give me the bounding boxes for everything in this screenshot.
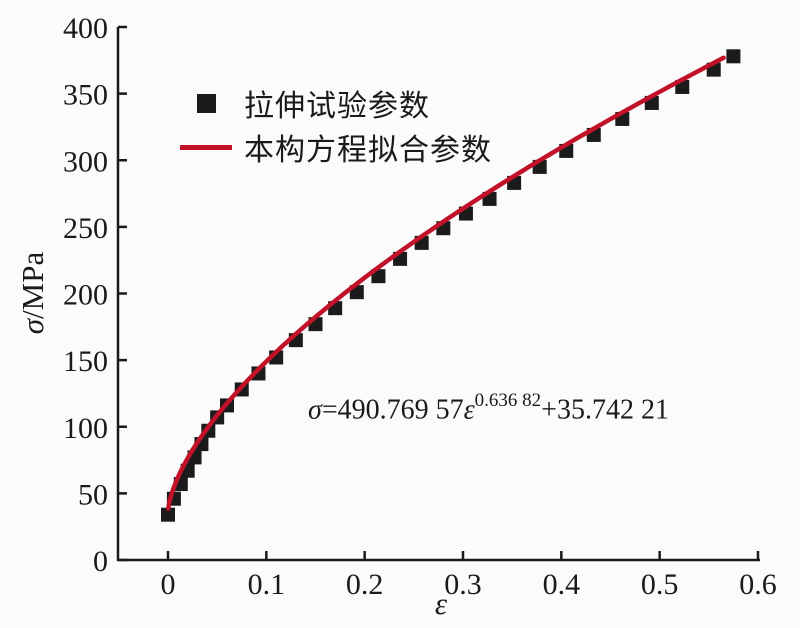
x-tick-label: 0.4: [543, 568, 581, 601]
x-tick-label: 0.5: [641, 568, 679, 601]
y-axis-label-symbol: σ: [15, 318, 50, 335]
legend-marker-cell: [178, 93, 234, 113]
x-tick-label: 0.1: [248, 568, 286, 601]
y-tick-label: 50: [78, 478, 108, 511]
x-tick-label: 0.6: [739, 568, 777, 601]
y-axis-label: σ/MPa: [15, 252, 51, 334]
fit-line: [166, 55, 726, 511]
x-tick-label: 0.2: [346, 568, 384, 601]
equation-prefix: =490.769 57: [321, 394, 464, 426]
x-tick-label: 0: [161, 568, 176, 601]
legend-item-fit-line: 本构方程拟合参数: [178, 125, 492, 169]
y-tick-label: 100: [63, 412, 108, 445]
y-tick-label: 150: [63, 345, 108, 378]
fit-equation: σ=490.769 57ε0.636 82+35.742 21: [308, 390, 669, 426]
line-marker-icon: [180, 144, 232, 150]
equation-suffix: +35.742 21: [541, 394, 669, 426]
equation-sigma: σ: [308, 394, 322, 426]
x-axis-label: ε: [434, 586, 448, 621]
x-tick-label: 0.3: [444, 568, 482, 601]
data-point-square: [726, 49, 741, 64]
equation-epsilon: ε: [463, 394, 475, 426]
y-tick-label: 200: [63, 279, 108, 312]
equation-exponent: 0.636 82: [474, 390, 542, 411]
y-tick-label: 0: [93, 545, 108, 578]
data-point-square: [161, 507, 175, 522]
y-tick-label: 250: [63, 212, 108, 245]
square-marker-icon: [196, 93, 216, 113]
legend-marker-cell: [178, 144, 234, 150]
legend: 拉伸试验参数 本构方程拟合参数: [178, 81, 492, 169]
legend-label: 本构方程拟合参数: [244, 134, 492, 167]
legend-item-test-data: 拉伸试验参数: [178, 81, 492, 125]
y-tick-label: 350: [63, 79, 108, 112]
y-tick-label: 300: [63, 145, 108, 178]
legend-label: 拉伸试验参数: [244, 90, 430, 123]
y-tick-label: 400: [63, 12, 108, 45]
y-axis-label-unit: /MPa: [15, 251, 50, 319]
